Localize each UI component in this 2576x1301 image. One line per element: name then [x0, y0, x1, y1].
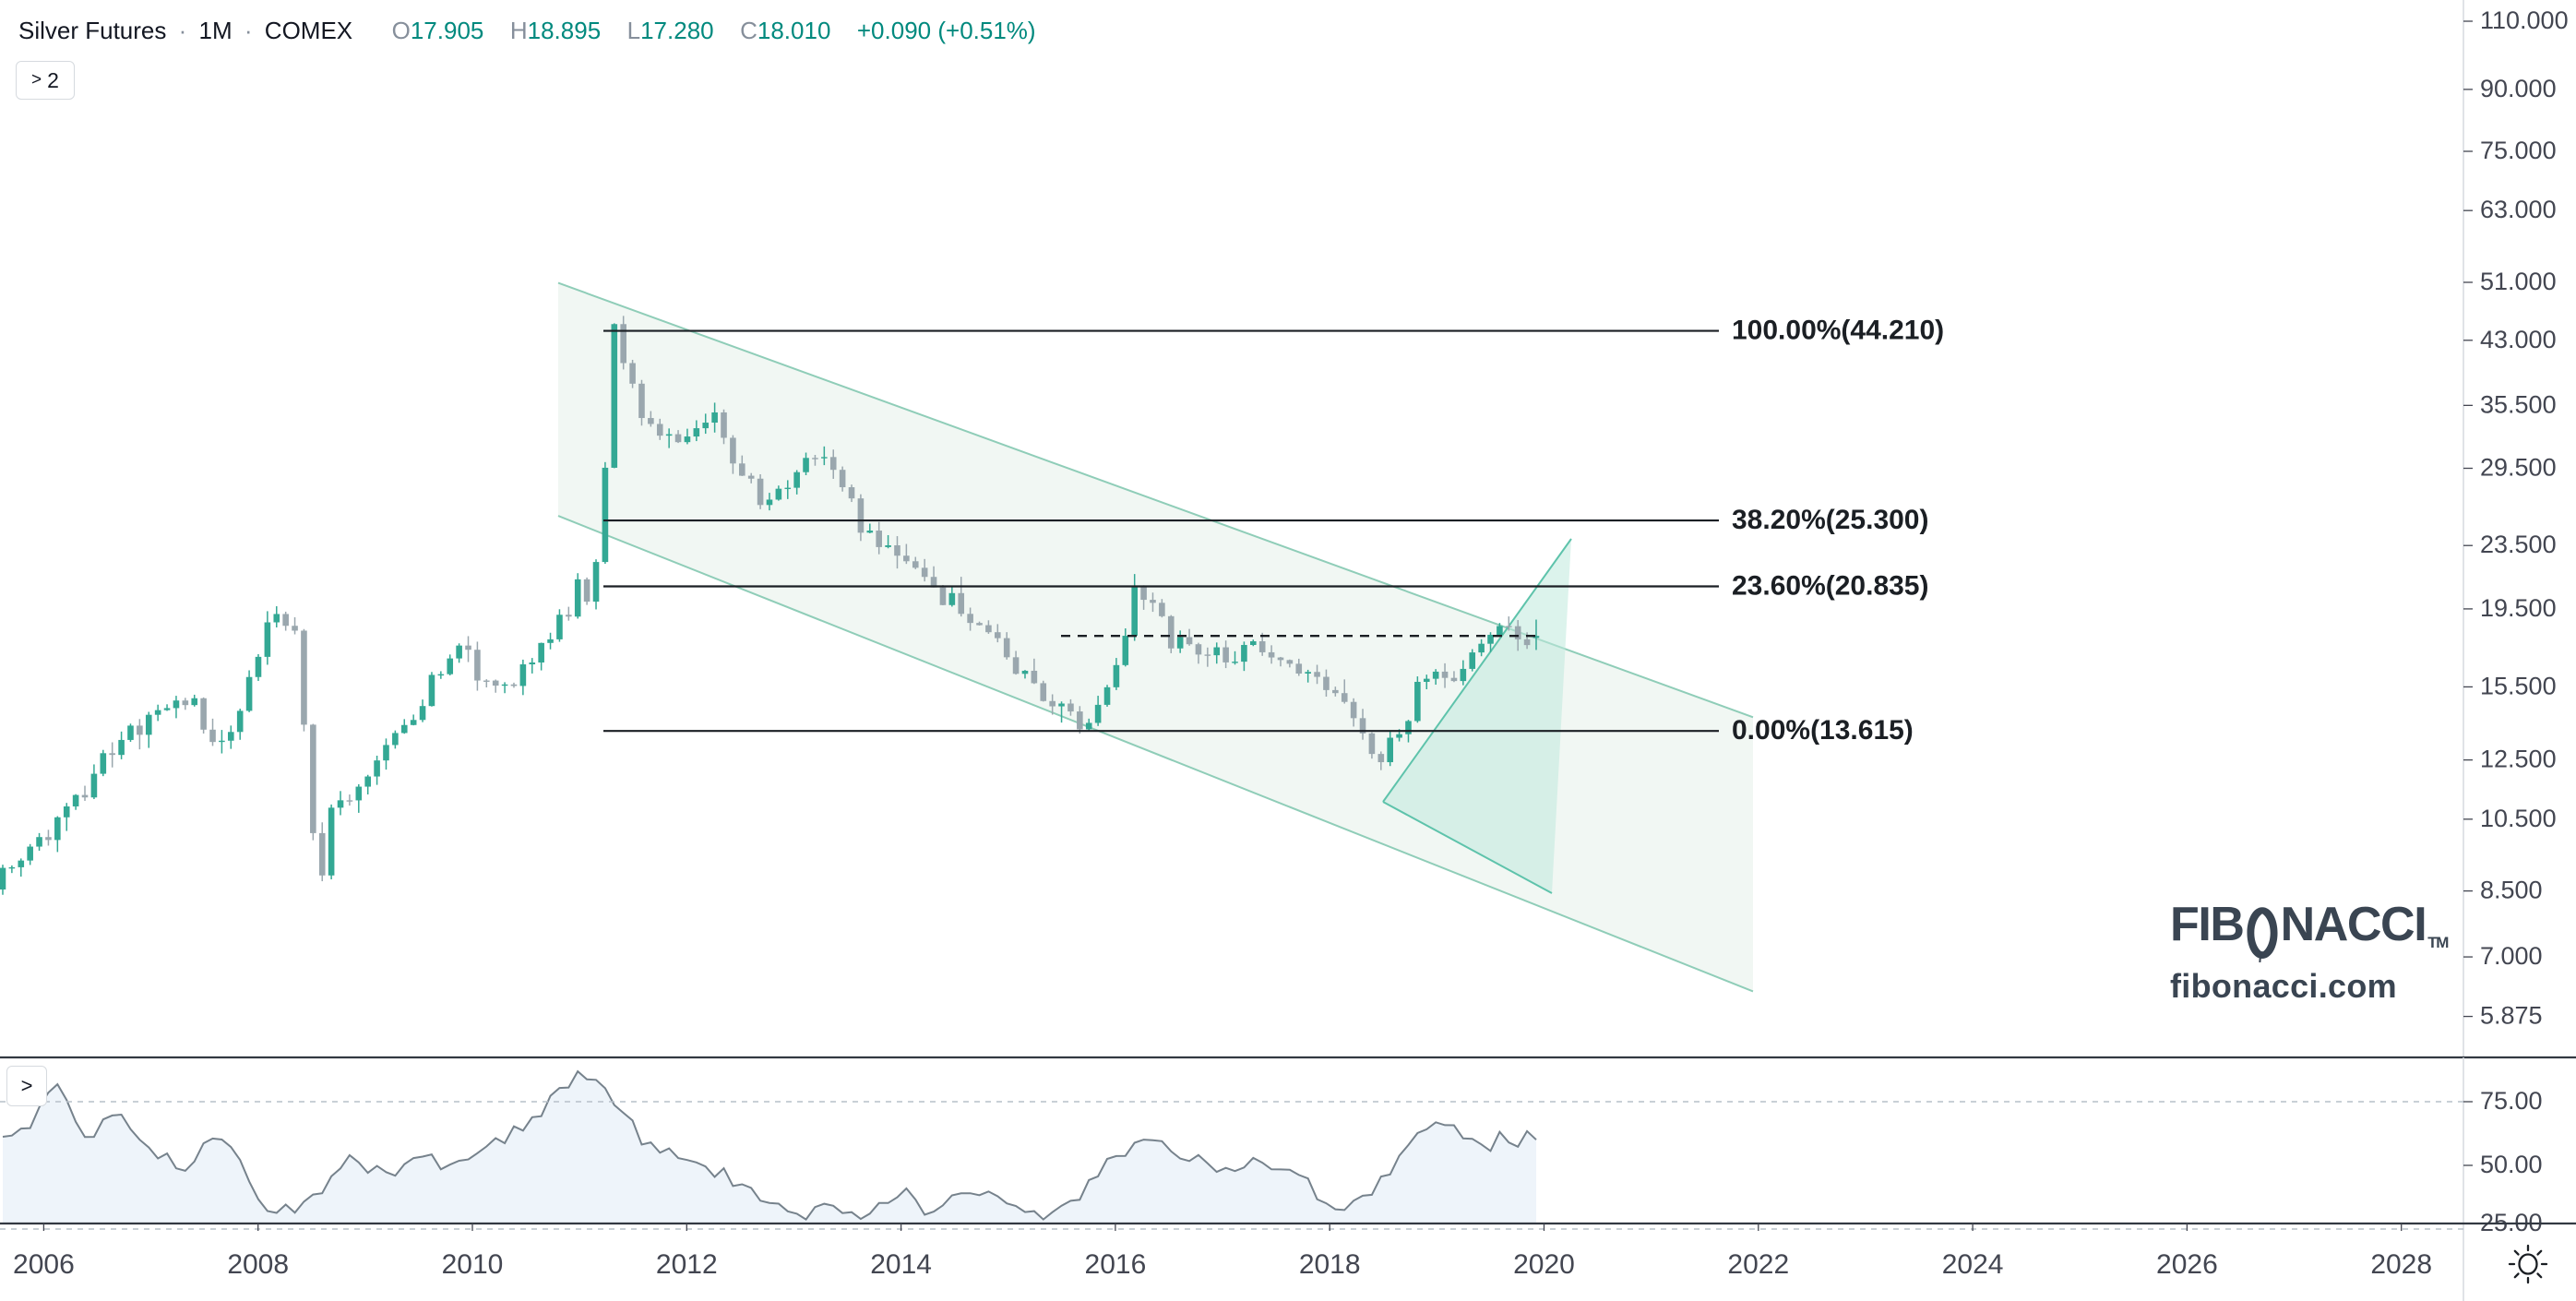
svg-text:50.00: 50.00 [2480, 1151, 2543, 1178]
svg-text:2024: 2024 [1942, 1249, 2004, 1280]
svg-text:90.000: 90.000 [2480, 75, 2557, 102]
svg-text:110.000: 110.000 [2480, 6, 2569, 34]
svg-text:75.00: 75.00 [2480, 1087, 2543, 1115]
svg-text:2016: 2016 [1085, 1249, 1147, 1280]
svg-text:7.000: 7.000 [2480, 942, 2543, 970]
svg-text:100.00%(44.210): 100.00%(44.210) [1732, 316, 1944, 346]
svg-text:35.500: 35.500 [2480, 390, 2557, 418]
svg-text:2020: 2020 [1513, 1249, 1575, 1280]
svg-text:43.000: 43.000 [2480, 326, 2557, 353]
svg-text:23.500: 23.500 [2480, 531, 2557, 558]
svg-text:23.60%(20.835): 23.60%(20.835) [1732, 571, 1929, 602]
svg-text:2018: 2018 [1299, 1249, 1361, 1280]
svg-text:2014: 2014 [870, 1249, 932, 1280]
svg-text:19.500: 19.500 [2480, 594, 2557, 622]
svg-text:8.500: 8.500 [2480, 877, 2543, 904]
svg-text:12.500: 12.500 [2480, 746, 2557, 773]
svg-text:51.000: 51.000 [2480, 268, 2557, 295]
svg-text:2008: 2008 [227, 1249, 289, 1280]
svg-text:0.00%(13.615): 0.00%(13.615) [1732, 715, 1914, 746]
svg-text:15.500: 15.500 [2480, 672, 2557, 699]
svg-text:38.20%(25.300): 38.20%(25.300) [1732, 505, 1929, 535]
svg-text:2006: 2006 [13, 1249, 75, 1280]
svg-text:63.000: 63.000 [2480, 196, 2557, 223]
svg-text:5.875: 5.875 [2480, 1002, 2543, 1030]
svg-text:29.500: 29.500 [2480, 454, 2557, 482]
svg-text:2022: 2022 [1727, 1249, 1789, 1280]
svg-text:2026: 2026 [2156, 1249, 2218, 1280]
svg-text:75.000: 75.000 [2480, 137, 2557, 164]
svg-text:2010: 2010 [442, 1249, 504, 1280]
svg-text:2012: 2012 [656, 1249, 718, 1280]
svg-text:10.500: 10.500 [2480, 805, 2557, 832]
svg-text:2028: 2028 [2370, 1249, 2432, 1280]
